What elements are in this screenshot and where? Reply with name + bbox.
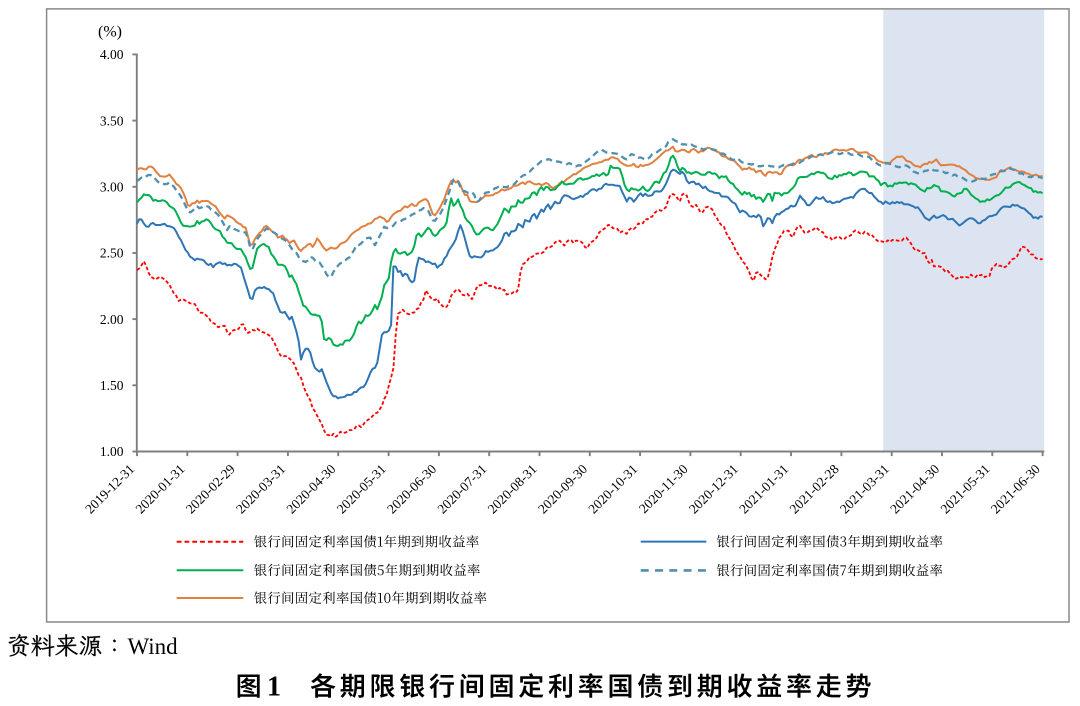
svg-text:1.00: 1.00 [100, 444, 124, 459]
svg-text:2.50: 2.50 [100, 246, 124, 261]
svg-text:3.50: 3.50 [100, 113, 124, 128]
svg-text:(%): (%) [98, 24, 122, 41]
svg-text:3.00: 3.00 [100, 180, 124, 195]
svg-text:Wind: Wind [128, 634, 179, 659]
svg-text:2.00: 2.00 [100, 312, 124, 327]
svg-text:1.50: 1.50 [100, 378, 124, 393]
svg-text:1: 1 [267, 672, 281, 703]
svg-text:4.00: 4.00 [100, 47, 124, 62]
